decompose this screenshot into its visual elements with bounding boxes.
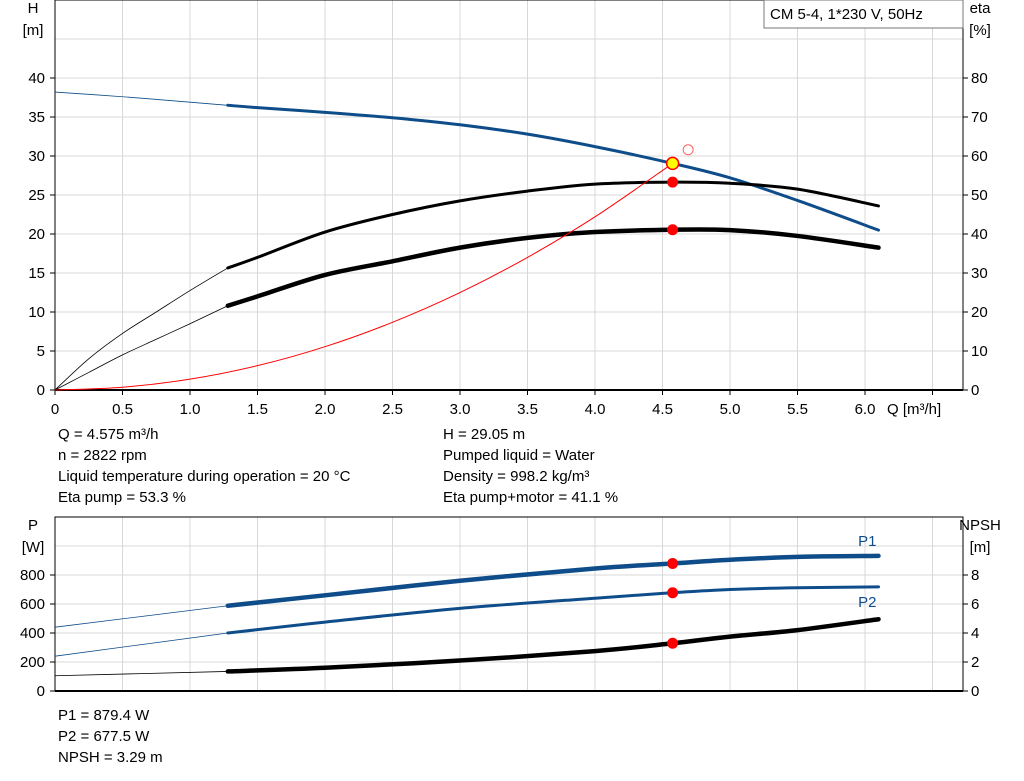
series-2-extrapolated <box>54 305 228 391</box>
y-tick-label-left: 0 <box>37 683 45 700</box>
y-tick-label-left: 200 <box>20 654 45 671</box>
y-tick-label-right: 6 <box>971 596 979 613</box>
legend-box <box>763 0 964 29</box>
info-top-left: Q = 4.575 m³/h n = 2822 rpm Liquid tempe… <box>58 424 350 508</box>
info-eta-total: Eta pump+motor = 41.1 % <box>443 489 619 506</box>
y-axis-unit-right: [m] <box>970 539 991 556</box>
series-2-line <box>225 227 881 309</box>
info-p1: P1 = 879.4 W <box>58 707 150 724</box>
series-1-extrapolated <box>54 267 229 391</box>
info-temp: Liquid temperature during operation = 20… <box>58 468 351 485</box>
y-tick-label-left: 30 <box>28 148 45 165</box>
y-tick-label-left: 600 <box>20 596 45 613</box>
y-tick-label-right: 0 <box>971 382 979 399</box>
y-axis-label-right: eta <box>970 0 992 17</box>
duty-point-eta-pump <box>667 176 679 188</box>
y-tick-label-left: 35 <box>28 109 45 126</box>
y-tick-label-left: 400 <box>20 625 45 642</box>
info-top-right: H = 29.05 m Pumped liquid = Water Densit… <box>443 424 618 508</box>
legend-frame <box>763 0 964 29</box>
y-axis-unit-left: [m] <box>23 22 44 39</box>
x-tick-label: 2.0 <box>315 401 336 418</box>
y-axis-label-left: H <box>28 0 39 17</box>
x-tick-label: 5.5 <box>787 401 808 418</box>
y-tick-label-left: 20 <box>28 226 45 243</box>
duty-point-head <box>665 156 680 171</box>
y-tick-label-right: 60 <box>971 148 988 165</box>
x-axis-label: Q [m³/h] <box>887 401 941 418</box>
x-tick-label: 6.0 <box>855 401 876 418</box>
series-label-p1: P1 <box>858 533 876 550</box>
duty-point-p1 <box>667 557 679 569</box>
duty-point-npsh <box>667 637 679 649</box>
y-tick-label-right: 80 <box>971 70 988 87</box>
info-eta-pump: Eta pump = 53.3 % <box>58 489 186 506</box>
y-tick-label-right: 30 <box>971 265 988 282</box>
chart-1 <box>50 516 968 692</box>
y-tick-label-right: 8 <box>971 567 979 584</box>
series-0-extrapolated <box>54 91 228 106</box>
info-n: n = 2822 rpm <box>58 447 147 464</box>
info-liquid: Pumped liquid = Water <box>443 447 595 464</box>
duty-point-p2 <box>667 587 679 599</box>
y-tick-label-right: 10 <box>971 343 988 360</box>
x-tick-label: 4.5 <box>652 401 673 418</box>
info-bottom: P1 = 879.4 W P2 = 677.5 W NPSH = 3.29 m <box>58 705 163 768</box>
y-tick-label-left: 0 <box>37 382 45 399</box>
y-tick-label-left: 40 <box>28 70 45 87</box>
x-tick-label: 3.0 <box>450 401 471 418</box>
series-0-extrapolated <box>54 605 228 628</box>
open-marker <box>682 144 694 156</box>
x-tick-label: 1.5 <box>247 401 268 418</box>
y-axis-label-right: NPSH <box>959 517 1001 534</box>
info-h: H = 29.05 m <box>443 426 526 443</box>
x-tick-label: 3.5 <box>517 401 538 418</box>
y-tick-label-right: 0 <box>971 683 979 700</box>
x-tick-label: 4.0 <box>585 401 606 418</box>
y-tick-label-right: 40 <box>971 226 988 243</box>
series-3-line <box>54 162 673 391</box>
series-2-line <box>225 616 881 674</box>
legend-text: CM 5-4, 1*230 V, 50Hz <box>770 6 923 23</box>
y-tick-label-right: 70 <box>971 109 988 126</box>
y-tick-label-left: 10 <box>28 304 45 321</box>
info-npsh: NPSH = 3.29 m <box>58 749 163 766</box>
series-1-extrapolated <box>54 632 228 657</box>
x-tick-label: 2.5 <box>382 401 403 418</box>
series-2-extrapolated <box>54 671 228 677</box>
duty-point-eta-total <box>667 224 679 236</box>
x-tick-label: 5.0 <box>720 401 741 418</box>
x-tick-label: 0.5 <box>112 401 133 418</box>
y-tick-label-right: 2 <box>971 654 979 671</box>
y-tick-label-left: 5 <box>37 343 45 360</box>
y-tick-label-right: 50 <box>971 187 988 204</box>
y-tick-label-left: 25 <box>28 187 45 204</box>
x-tick-label: 1.0 <box>180 401 201 418</box>
x-tick-label: 0 <box>51 401 59 418</box>
info-density: Density = 998.2 kg/m³ <box>443 468 590 485</box>
info-p2: P2 = 677.5 W <box>58 728 150 745</box>
y-tick-label-left: 800 <box>20 567 45 584</box>
y-tick-label-right: 20 <box>971 304 988 321</box>
y-tick-label-left: 15 <box>28 265 45 282</box>
y-axis-label-left: P <box>28 517 38 534</box>
series-label-p2: P2 <box>858 594 876 611</box>
series-1-line <box>226 585 880 635</box>
info-q: Q = 4.575 m³/h <box>58 426 159 443</box>
y-tick-label-right: 4 <box>971 625 979 642</box>
y-axis-unit-right: [%] <box>969 22 991 39</box>
series-1-line <box>226 180 880 270</box>
series-0-line <box>225 553 881 608</box>
series-0-line <box>226 103 880 232</box>
y-axis-unit-left: [W] <box>22 539 45 556</box>
chart-0 <box>50 0 968 395</box>
